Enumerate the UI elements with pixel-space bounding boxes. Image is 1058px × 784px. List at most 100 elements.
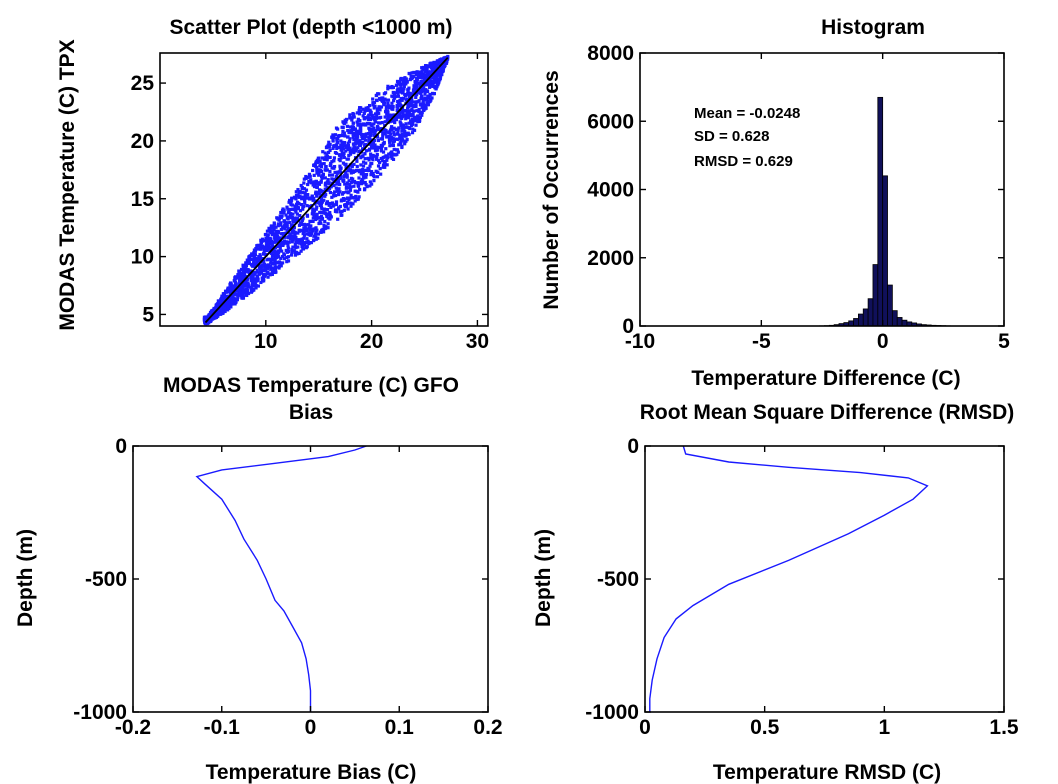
scatter-point	[252, 288, 256, 292]
scatter-point	[232, 287, 236, 291]
scatter-point	[377, 160, 382, 165]
scatter-title: Scatter Plot (depth <1000 m)	[170, 16, 453, 39]
scatter-point	[226, 306, 230, 310]
scatter-point	[245, 258, 249, 262]
rmsd-title: Root Mean Square Difference (RMSD)	[640, 401, 1015, 424]
scatter-point	[311, 219, 315, 223]
scatter-point	[309, 240, 313, 245]
scatter-point	[409, 99, 413, 103]
scatter-point	[287, 240, 291, 244]
scatter-point	[348, 137, 352, 141]
scatter-point	[327, 145, 331, 149]
scatter-point	[273, 253, 278, 257]
scatter-point	[314, 217, 318, 222]
scatter-point	[338, 164, 342, 168]
scatter-point	[438, 71, 442, 75]
scatter-point	[227, 290, 231, 294]
scatter-point	[265, 229, 270, 233]
histogram-bar	[882, 175, 888, 327]
scatter-point	[386, 101, 390, 106]
scatter-point	[222, 306, 227, 310]
scatter-point	[402, 87, 406, 91]
scatter-point	[417, 82, 421, 86]
scatter-point	[387, 85, 392, 90]
scatter-point	[368, 117, 372, 121]
scatter-point	[372, 122, 376, 126]
rmsd-xtick-label: 0.5	[750, 716, 780, 739]
scatter-point	[424, 104, 428, 108]
scatter-point	[392, 130, 396, 134]
scatter-point	[418, 83, 423, 87]
scatter-point	[272, 257, 276, 262]
scatter-point	[340, 133, 344, 138]
scatter-point	[341, 191, 346, 195]
scatter-point	[373, 154, 377, 158]
scatter-point	[374, 116, 379, 120]
scatter-point	[377, 105, 381, 109]
scatter-point	[426, 95, 430, 99]
scatter-point	[373, 138, 377, 143]
scatter-point	[250, 252, 254, 256]
scatter-point	[336, 217, 340, 221]
scatter-point	[286, 227, 291, 231]
scatter-point	[439, 61, 444, 65]
scatter-point	[414, 123, 418, 127]
scatter-point	[239, 285, 243, 289]
scatter-point	[379, 149, 384, 153]
scatter-point	[337, 206, 341, 210]
scatter-point	[348, 125, 353, 129]
scatter-point	[311, 227, 315, 231]
scatter-point	[302, 181, 306, 185]
scatter-point	[301, 187, 305, 191]
scatter-point	[280, 214, 284, 218]
scatter-point	[264, 238, 268, 242]
scatter-point	[276, 222, 281, 226]
scatter-point	[321, 174, 325, 178]
rmsd-ytick-label: -1000	[585, 701, 639, 724]
scatter-point	[323, 219, 327, 224]
scatter-point	[407, 96, 412, 100]
scatter-point	[309, 196, 313, 201]
scatter-point	[308, 228, 313, 232]
scatter-point	[353, 127, 358, 131]
scatter-point	[301, 195, 305, 199]
scatter-point	[405, 79, 409, 84]
scatter-point	[265, 264, 269, 268]
scatter-plot-area: 10 20 30 5 10 15 20 25	[131, 52, 489, 353]
scatter-point	[281, 207, 285, 211]
scatter-point	[334, 193, 338, 198]
scatter-point	[265, 266, 270, 270]
scatter-point	[417, 73, 421, 77]
scatter-point	[382, 140, 386, 145]
rmsd-profile-line	[649, 445, 929, 712]
scatter-point	[342, 121, 346, 125]
scatter-point	[435, 72, 439, 76]
scatter-point	[339, 148, 343, 152]
scatter-point	[373, 148, 378, 153]
histogram-mean-annotation: Mean = -0.0248	[694, 105, 800, 122]
scatter-point	[385, 135, 389, 139]
scatter-point	[282, 219, 286, 223]
scatter-point	[385, 98, 389, 102]
scatter-point	[268, 265, 272, 269]
histogram-ylabel: Number of Occurrences	[540, 70, 563, 309]
scatter-point	[323, 183, 327, 187]
scatter-point	[286, 207, 290, 211]
scatter-point	[311, 229, 315, 233]
scatter-point	[371, 172, 375, 176]
scatter-point	[401, 79, 405, 84]
scatter-point	[368, 103, 372, 108]
scatter-point	[294, 235, 298, 240]
scatter-point	[397, 90, 402, 94]
scatter-point	[378, 145, 382, 150]
scatter-point	[362, 111, 366, 115]
scatter-point	[252, 258, 256, 262]
scatter-point	[323, 176, 327, 180]
scatter-point	[345, 182, 349, 186]
scatter-point	[394, 127, 398, 132]
scatter-point	[253, 280, 257, 284]
scatter-point	[273, 270, 277, 274]
scatter-point	[399, 110, 403, 114]
scatter-point	[336, 179, 340, 183]
scatter-point	[257, 272, 261, 276]
